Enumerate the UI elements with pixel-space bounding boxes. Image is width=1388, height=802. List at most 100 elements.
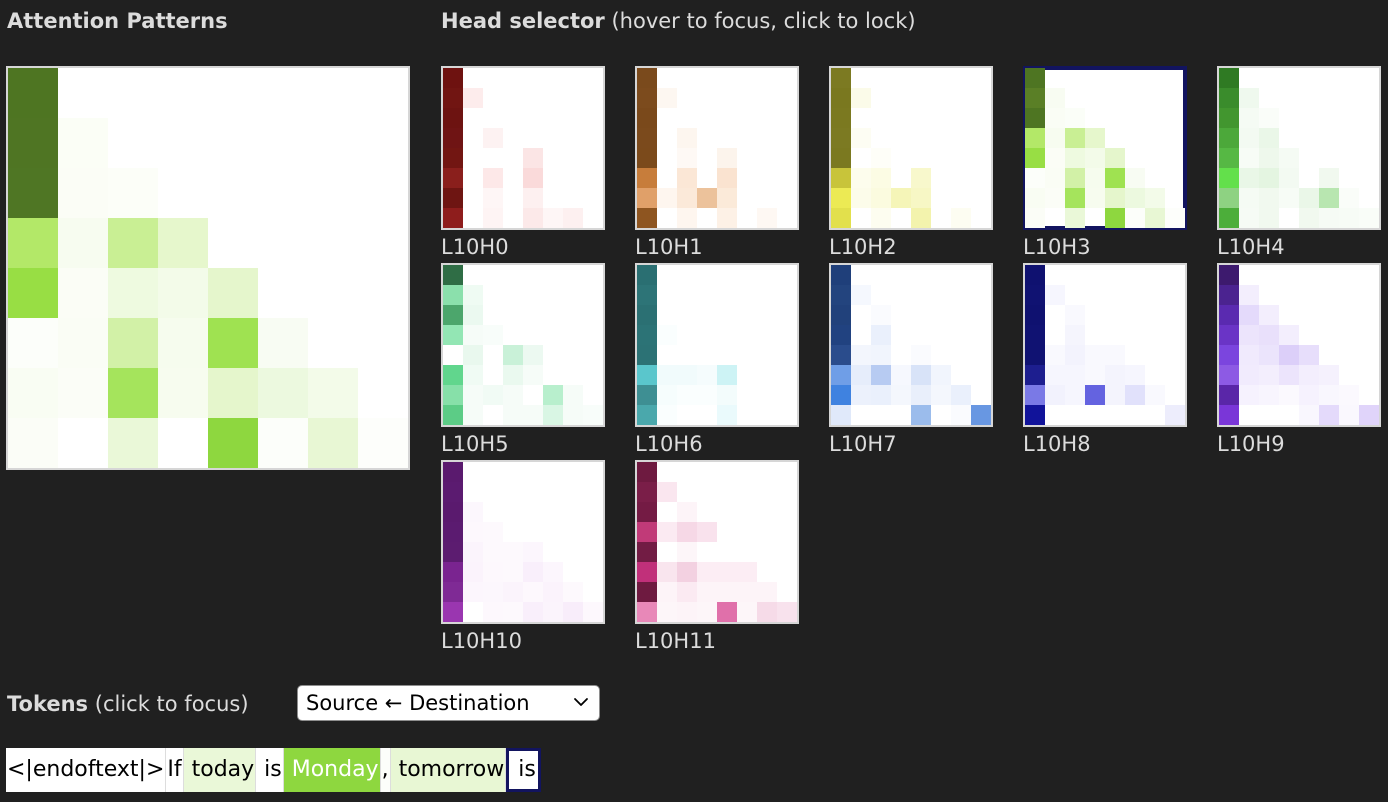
head-cell (1319, 405, 1339, 425)
head-cell (443, 265, 463, 285)
head-pattern-thumbnail (441, 66, 605, 230)
tokens-hint: (click to focus) (94, 692, 249, 716)
head-cell (697, 522, 717, 542)
head-pattern-thumbnail (1023, 66, 1187, 230)
head-tile-l10h1[interactable]: L10H1 (635, 66, 799, 259)
head-cell (677, 522, 697, 542)
head-tile-l10h9[interactable]: L10H9 (1217, 263, 1381, 456)
head-cell (677, 168, 697, 188)
attention-pattern-grid[interactable] (6, 66, 410, 470)
head-cell (831, 208, 851, 228)
head-cell (717, 148, 737, 168)
head-cell (1239, 148, 1259, 168)
head-cell (851, 365, 871, 385)
head-cell (1359, 208, 1379, 228)
head-cell (483, 325, 503, 345)
head-pattern-thumbnail (635, 263, 799, 427)
attention-cell (158, 318, 208, 368)
head-cell (657, 88, 677, 108)
head-cell (697, 582, 717, 602)
head-cell (637, 68, 657, 88)
head-cell (463, 285, 483, 305)
head-tile-l10h2[interactable]: L10H2 (829, 66, 993, 259)
head-cell (523, 168, 543, 188)
token[interactable]: Monday (283, 748, 381, 792)
head-cell (637, 405, 657, 425)
head-cell (1299, 188, 1319, 208)
head-cell (831, 345, 851, 365)
head-cell (1065, 305, 1085, 325)
head-cell (1065, 365, 1085, 385)
head-cell (971, 405, 991, 425)
head-cell (1219, 405, 1239, 425)
head-tile-l10h11[interactable]: L10H11 (635, 460, 799, 653)
head-tile-l10h10[interactable]: L10H10 (441, 460, 605, 653)
head-cell (563, 582, 583, 602)
head-label: L10H0 (441, 235, 509, 259)
head-cell (831, 148, 851, 168)
head-cell (1219, 128, 1239, 148)
direction-select[interactable]: Source ← Destination (297, 685, 600, 721)
head-cell (1319, 208, 1339, 228)
head-cell (911, 385, 931, 405)
attention-cell (258, 418, 308, 468)
attention-cell (158, 218, 208, 268)
head-cell (1339, 208, 1359, 228)
head-cell (717, 365, 737, 385)
head-cell (503, 345, 523, 365)
head-tile-l10h0[interactable]: L10H0 (441, 66, 605, 259)
attention-cell (58, 118, 108, 168)
head-cell (443, 582, 463, 602)
head-label: L10H8 (1023, 432, 1091, 456)
head-cell (523, 602, 543, 622)
head-cell (523, 208, 543, 228)
head-tile-l10h3[interactable]: L10H3 (1023, 66, 1187, 259)
head-cell (1085, 168, 1105, 188)
head-cell (443, 502, 463, 522)
head-cell (1125, 208, 1145, 228)
head-cell (1219, 285, 1239, 305)
head-cell (503, 602, 523, 622)
head-cell (443, 365, 463, 385)
head-cell (637, 522, 657, 542)
head-cell (1239, 88, 1259, 108)
head-tile-l10h5[interactable]: L10H5 (441, 263, 605, 456)
head-cell (1065, 148, 1085, 168)
head-cell (657, 562, 677, 582)
head-cell (851, 88, 871, 108)
head-label: L10H10 (441, 629, 522, 653)
head-cell (1085, 365, 1105, 385)
attention-cell (208, 418, 258, 468)
head-cell (523, 562, 543, 582)
head-cell (851, 385, 871, 405)
head-cell (503, 542, 523, 562)
head-tile-l10h4[interactable]: L10H4 (1217, 66, 1381, 259)
head-cell (637, 562, 657, 582)
token[interactable]: If (166, 748, 184, 792)
token[interactable]: is (506, 748, 541, 792)
head-cell (1219, 345, 1239, 365)
head-tile-l10h8[interactable]: L10H8 (1023, 263, 1187, 456)
head-cell (1279, 385, 1299, 405)
token[interactable]: is (256, 748, 284, 792)
head-cell (637, 462, 657, 482)
head-cell (443, 108, 463, 128)
head-tile-l10h7[interactable]: L10H7 (829, 263, 993, 456)
head-cell (677, 582, 697, 602)
attention-cell (58, 218, 108, 268)
head-cell (1125, 385, 1145, 405)
token[interactable]: , (380, 748, 391, 792)
head-cell (1025, 68, 1045, 88)
head-cell (637, 168, 657, 188)
head-cell (503, 405, 523, 425)
token[interactable]: today (183, 748, 257, 792)
head-cell (637, 188, 657, 208)
head-cell (637, 128, 657, 148)
token[interactable]: tomorrow (390, 748, 507, 792)
head-cell (1279, 148, 1299, 168)
head-cell (1259, 168, 1279, 188)
head-cell (1259, 108, 1279, 128)
head-tile-l10h6[interactable]: L10H6 (635, 263, 799, 456)
token[interactable]: <|endoftext|> (6, 748, 167, 792)
head-cell (443, 285, 463, 305)
